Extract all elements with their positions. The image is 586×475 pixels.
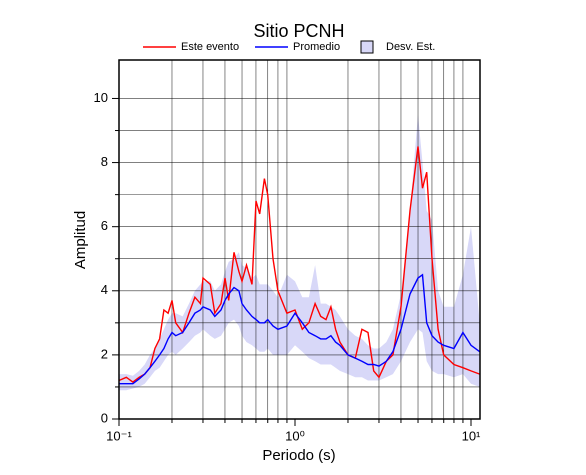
x-axis-label: Periodo (s) xyxy=(262,447,335,464)
chart-title: Sitio PCNH xyxy=(253,21,344,41)
y-tick-label: 6 xyxy=(101,218,108,233)
y-tick-label: 10 xyxy=(94,90,108,105)
legend-label: Este evento xyxy=(181,41,239,53)
y-tick-label: 0 xyxy=(101,410,108,425)
legend-label: Desv. Est. xyxy=(386,41,435,53)
legend-swatch xyxy=(360,40,374,54)
x-tick-label: 10¹ xyxy=(462,428,481,443)
y-tick-label: 8 xyxy=(101,154,108,169)
y-tick-label: 4 xyxy=(101,282,108,297)
y-axis-label: Amplitud xyxy=(72,211,89,269)
y-tick-label: 2 xyxy=(101,346,108,361)
std-band xyxy=(119,114,480,391)
series-line xyxy=(119,273,481,385)
legend-label: Promedio xyxy=(293,41,340,53)
x-tick-label: 10⁰ xyxy=(285,428,305,443)
plot-frame xyxy=(118,59,481,420)
x-tick-label: 10⁻¹ xyxy=(106,428,132,443)
series-line xyxy=(118,146,480,383)
